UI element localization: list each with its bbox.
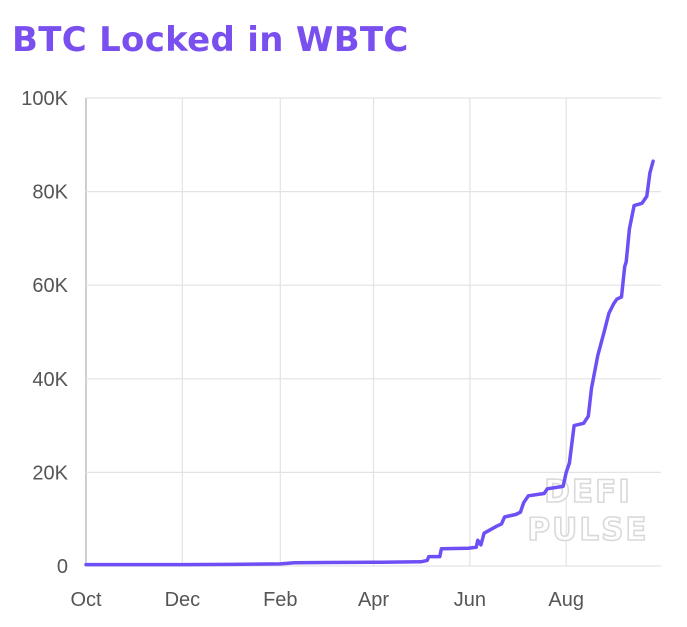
x-tick-label: Dec [165, 589, 201, 611]
y-tick-label: 20K [32, 462, 68, 484]
chart-title: BTC Locked in WBTC [12, 20, 409, 60]
y-tick-label: 60K [32, 275, 68, 297]
series-group [84, 159, 655, 567]
y-tick-label: 100K [21, 88, 68, 110]
y-tick-label: 0 [57, 556, 68, 578]
x-tick-label: Oct [70, 589, 102, 611]
y-axis-tick-labels: 0 20K 40K 60K 80K 100K [21, 88, 68, 578]
y-tick-label: 80K [32, 182, 68, 204]
y-tick-label: 40K [32, 369, 68, 391]
x-tick-label: Jun [454, 589, 486, 611]
vertical-gridlines [85, 98, 567, 566]
x-axis-tick-labels: Oct Dec Feb Apr Jun Aug [70, 589, 584, 611]
series-line-0 [84, 159, 655, 567]
watermark-text: DEFI [544, 474, 632, 510]
x-tick-label: Apr [358, 589, 389, 611]
x-tick-label: Feb [263, 589, 297, 611]
watermark-text: PULSE [527, 512, 648, 548]
x-tick-label: Aug [548, 589, 584, 611]
